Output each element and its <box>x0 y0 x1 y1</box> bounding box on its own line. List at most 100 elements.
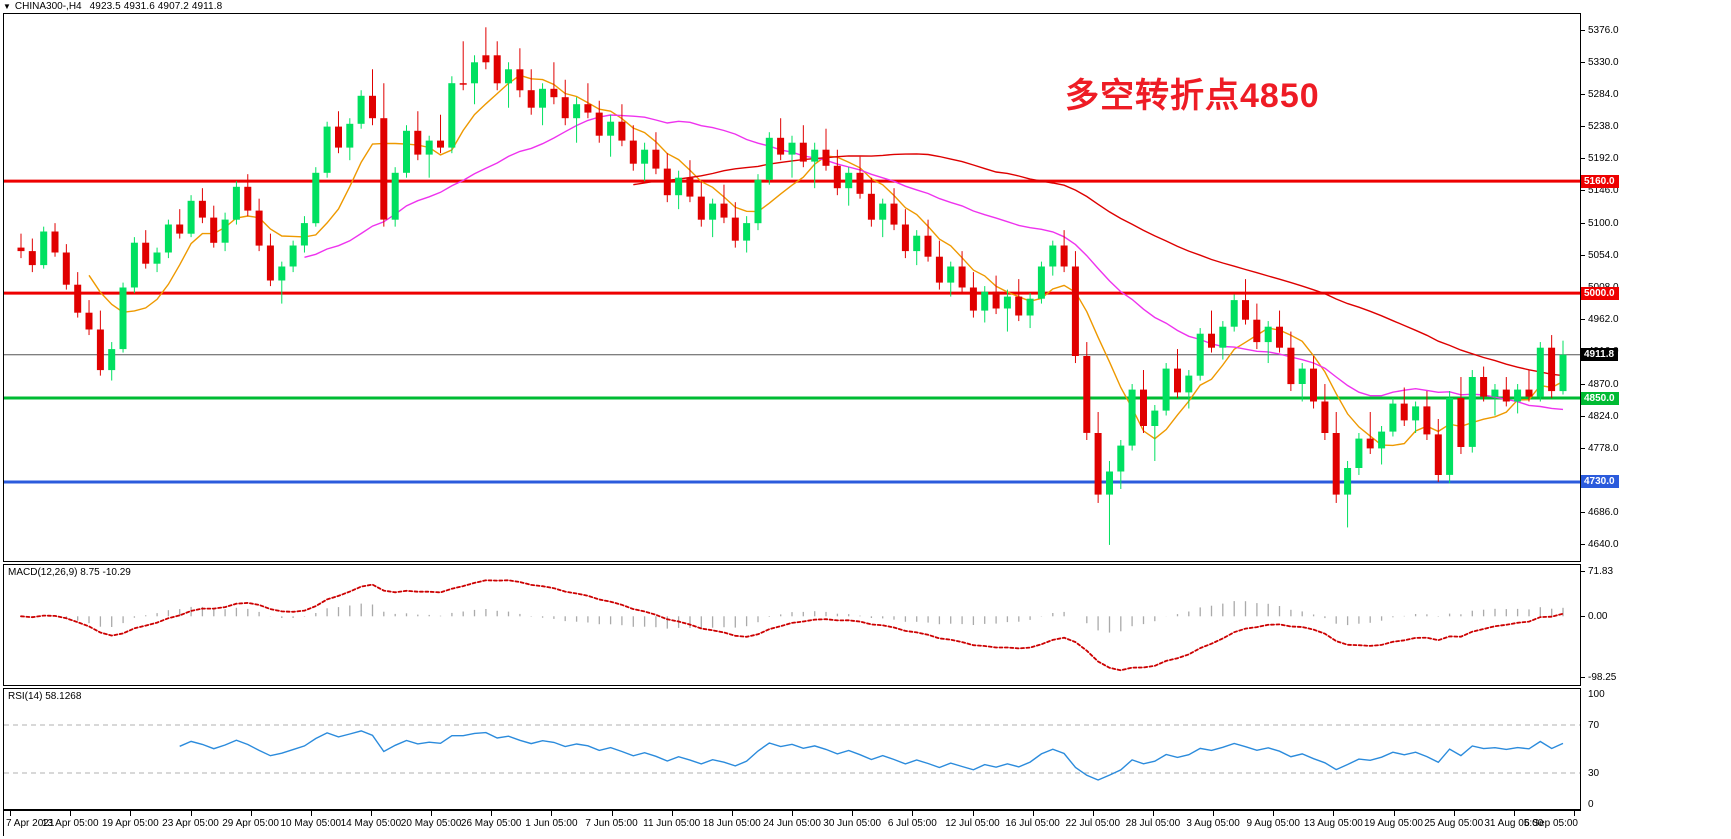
candle-body <box>777 137 785 155</box>
price-tick: 5376.0 <box>1581 24 1619 36</box>
candle-body <box>1400 403 1408 421</box>
candle-body <box>879 203 887 220</box>
time-tick-mark <box>1152 811 1154 816</box>
candle-body <box>187 200 195 234</box>
candle-body <box>527 90 535 108</box>
chevron-down-icon[interactable]: ▼ <box>3 1 11 11</box>
price-badge-resistance-5160[interactable]: 5160.0 <box>1581 174 1619 188</box>
price-tick: 4640.0 <box>1581 539 1619 551</box>
time-tick-mark <box>1513 811 1515 816</box>
candle-body <box>697 196 705 220</box>
candle-body <box>119 287 127 350</box>
candle-body <box>539 88 546 108</box>
time-tick-mark <box>310 811 312 816</box>
candle-body <box>799 142 807 162</box>
candle-body <box>403 130 410 173</box>
candle-body <box>255 210 263 246</box>
candle-body <box>1514 389 1522 402</box>
tick-mark <box>1581 415 1585 417</box>
candle-body <box>958 266 966 288</box>
candle-body <box>1049 245 1057 267</box>
candle-body <box>300 223 308 246</box>
candle-body <box>561 97 569 119</box>
time-tick-mark <box>912 811 914 816</box>
time-tick-label: 14 May 05:00 <box>340 818 402 829</box>
candle-body <box>1287 347 1295 385</box>
candle-body <box>459 83 467 85</box>
candle-body <box>754 179 762 224</box>
candle-body <box>856 172 864 194</box>
candle-body <box>1332 433 1340 495</box>
candle-body <box>40 231 48 266</box>
candle-body <box>471 62 478 84</box>
price-tick-label: 5284.0 <box>1588 88 1619 100</box>
price-axis-scale[interactable]: 5376.0 5330.0 5284.0 5238.0 5192.0 5146.0 5100… <box>1581 13 1731 562</box>
time-tick-label: 30 Jun 05:00 <box>823 818 882 829</box>
candle-body <box>833 165 841 189</box>
candle-body <box>788 142 796 155</box>
price-badge-label: 4850.0 <box>1584 392 1615 404</box>
candle-body <box>663 168 671 196</box>
tick-mark <box>1581 222 1585 224</box>
candle-body <box>1208 333 1215 348</box>
candle-body <box>992 291 1000 309</box>
candle-body <box>867 193 875 220</box>
candle-body <box>709 203 717 220</box>
candle-body <box>1162 368 1170 411</box>
time-tick-mark <box>731 811 733 816</box>
candle-body <box>357 95 365 124</box>
candle-body <box>266 245 274 281</box>
candle-body <box>391 172 399 220</box>
rsi-tick: 30 <box>1581 767 1599 779</box>
rsi-label: RSI(14) 58.1268 <box>8 691 82 702</box>
tick-mark <box>1581 190 1585 192</box>
time-axis[interactable]: 7 Apr 2021 13 Apr 05:00 19 Apr 05:00 23 Apr… <box>3 810 1581 839</box>
candle-body <box>437 140 444 148</box>
candle-body <box>505 69 512 84</box>
price-tick-label: 5376.0 <box>1588 24 1619 36</box>
time-tick-mark <box>671 811 673 816</box>
price-tick: 5054.0 <box>1581 249 1619 261</box>
price-badge-resistance-5000[interactable]: 5000.0 <box>1581 286 1619 300</box>
candle-body <box>913 235 921 252</box>
rsi-tick-label: 30 <box>1588 767 1600 779</box>
price-badge-label: 4730.0 <box>1584 476 1615 488</box>
candle-body <box>516 69 524 91</box>
time-tick-label: 28 Jul 05:00 <box>1125 818 1181 829</box>
price-badge-support-4730[interactable]: 4730.0 <box>1581 475 1619 489</box>
macd-panel[interactable]: MACD(12,26,9) 8.75 -10.29 <box>3 564 1581 686</box>
tick-mark <box>1581 512 1585 514</box>
candle-body <box>425 140 433 155</box>
candle-body <box>1230 300 1238 327</box>
candle-body <box>901 224 909 252</box>
candle-body <box>1083 356 1091 433</box>
candle-body <box>1037 266 1045 299</box>
macd-signal-line <box>20 579 1564 672</box>
candle-body <box>1525 389 1533 397</box>
price-tick: 4686.0 <box>1581 507 1619 519</box>
price-tick: 5146.0 <box>1581 185 1619 197</box>
price-badge-last-price[interactable]: 4911.8 <box>1581 348 1619 362</box>
price-tick-label: 4778.0 <box>1588 442 1619 454</box>
candle-body <box>1559 354 1567 392</box>
chart-titlebar: ▼ CHINA300-,H4 4923.5 4931.6 4907.2 4911… <box>0 0 1731 13</box>
time-tick-label: 9 Aug 05:00 <box>1246 818 1300 829</box>
candle-body <box>51 231 59 253</box>
time-tick-label: 31 Aug 05:00 <box>1484 818 1544 829</box>
rsi-tick: 70 <box>1581 719 1599 731</box>
tick-mark <box>1581 383 1585 385</box>
candle-body <box>414 130 422 155</box>
candle-body <box>595 112 603 136</box>
tick-mark <box>1581 615 1585 617</box>
time-tick-label: 6 Sep 05:00 <box>1524 818 1578 829</box>
price-chart-panel[interactable] <box>3 13 1581 562</box>
price-tick: 4824.0 <box>1581 410 1619 422</box>
price-badge-pivot-4850[interactable]: 4850.0 <box>1581 391 1619 405</box>
candle-body <box>1344 468 1352 495</box>
candle-body <box>198 200 206 218</box>
time-tick-label: 25 Aug 05:00 <box>1424 818 1484 829</box>
rsi-panel[interactable]: RSI(14) 58.1268 <box>3 688 1581 810</box>
price-badge-label: 4911.8 <box>1584 349 1615 361</box>
rsi-tick-label: 100 <box>1588 688 1605 700</box>
candle-body <box>1548 347 1556 392</box>
